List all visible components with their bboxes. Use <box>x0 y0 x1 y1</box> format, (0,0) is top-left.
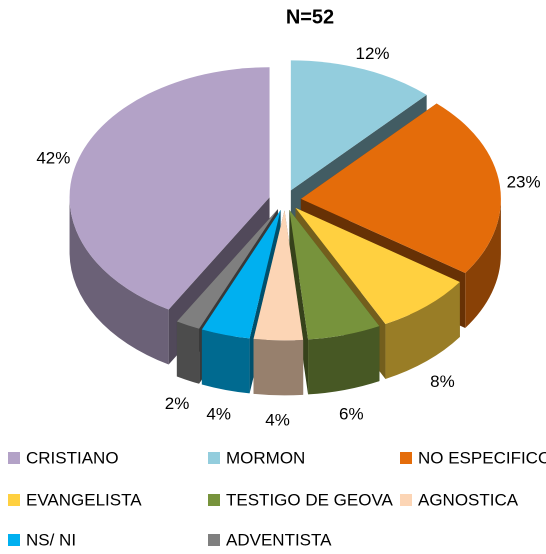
slice-top <box>201 209 281 339</box>
legend-swatch <box>400 494 412 506</box>
legend-label: MORMON <box>226 448 305 467</box>
slice-top <box>289 209 380 340</box>
legend-label: TESTIGO DE GEOVA <box>226 490 394 509</box>
legend-swatch <box>208 534 220 546</box>
data-label: 23% <box>507 173 541 192</box>
slice-top <box>290 60 427 191</box>
slice-side <box>69 197 169 365</box>
slice-side <box>176 321 200 384</box>
legend-label: NS/ NI <box>26 530 76 549</box>
data-label: 8% <box>430 372 455 391</box>
data-label: 2% <box>165 394 190 413</box>
slice-side <box>465 198 501 328</box>
slice-top <box>300 103 501 273</box>
legend-label: NO ESPECIFICO <box>418 448 546 467</box>
legend-swatch <box>8 494 20 506</box>
legend-label: AGNOSTICA <box>418 490 519 509</box>
slice-side <box>201 329 250 394</box>
slice-side <box>308 326 380 395</box>
data-label: 6% <box>339 404 364 423</box>
chart-title: N=52 <box>286 6 334 28</box>
legend-label: CRISTIANO <box>26 448 119 467</box>
legend-swatch <box>400 452 412 464</box>
legend-swatch <box>208 494 220 506</box>
pie-slice <box>253 210 304 396</box>
data-label: 4% <box>206 404 231 423</box>
slice-wall <box>289 209 309 395</box>
slice-top <box>295 207 460 324</box>
slice-top <box>176 209 278 329</box>
legend-swatch <box>8 534 20 546</box>
legend-label: ADVENTISTA <box>226 530 332 549</box>
data-label: 42% <box>36 149 70 168</box>
slice-top <box>69 67 270 310</box>
pie-slice <box>289 209 380 395</box>
legend-swatch <box>8 452 20 464</box>
slice-top <box>253 210 304 341</box>
legend-swatch <box>208 452 220 464</box>
data-label: 12% <box>356 44 390 63</box>
legend-label: EVANGELISTA <box>26 490 142 509</box>
data-label: 4% <box>265 410 290 429</box>
slice-side <box>253 338 304 396</box>
slice-side <box>385 281 460 379</box>
